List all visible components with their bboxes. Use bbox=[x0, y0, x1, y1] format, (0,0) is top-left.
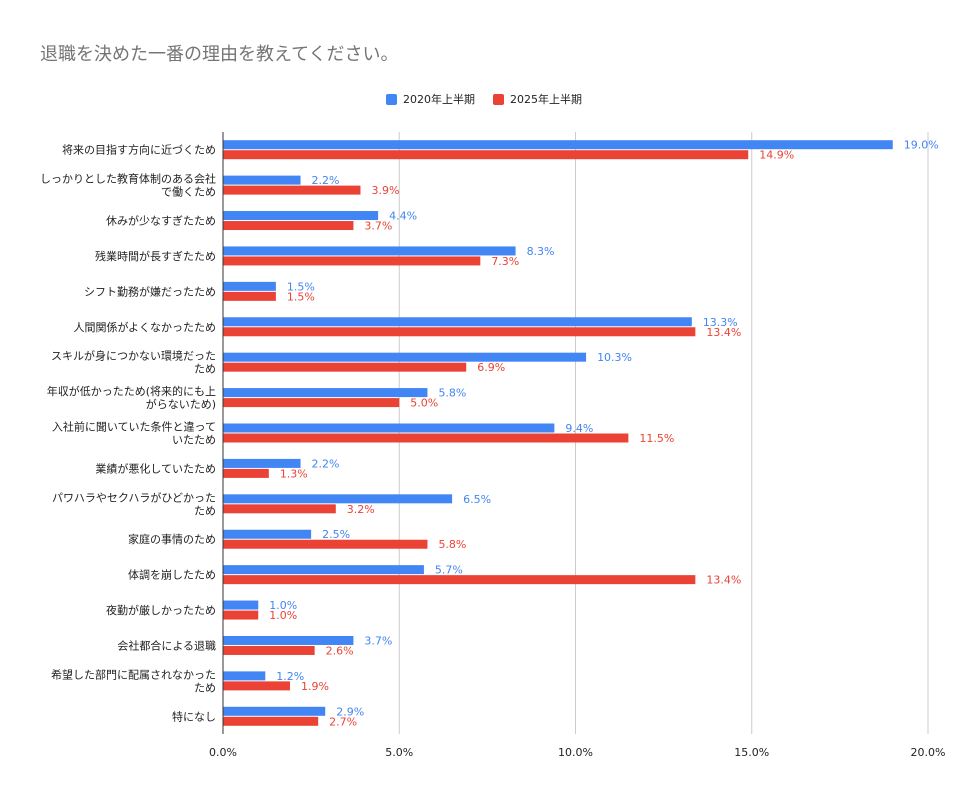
category-label: 業績が悪化していたため bbox=[95, 461, 216, 475]
data-label-series-2: 2.6% bbox=[326, 644, 354, 657]
data-label-series-2: 1.5% bbox=[287, 290, 315, 303]
data-label-series-1: 1.5% bbox=[287, 280, 315, 293]
data-label-series-1: 1.0% bbox=[269, 599, 297, 612]
bar-series-1 bbox=[223, 635, 354, 645]
category-label: パワハラやセクハラがひどかったため bbox=[52, 490, 216, 517]
legend-item-series-2: 2025年上半期 bbox=[493, 91, 582, 107]
bar-series-1 bbox=[223, 388, 428, 398]
category-label: しっかりとした教育体制のある会社で働くため bbox=[40, 172, 216, 199]
bar-series-2 bbox=[223, 468, 269, 478]
category-label: 家庭の事情のため bbox=[128, 532, 216, 546]
data-label-series-2: 3.2% bbox=[347, 503, 375, 516]
bar-series-1 bbox=[223, 175, 301, 185]
data-label-series-2: 5.0% bbox=[410, 397, 438, 410]
x-tick-label: 20.0% bbox=[911, 746, 946, 759]
bar-series-1 bbox=[223, 317, 692, 327]
bar-series-2 bbox=[223, 327, 696, 337]
category-label: 夜勤が厳しかったため bbox=[106, 603, 216, 617]
bar-series-1 bbox=[223, 706, 326, 716]
data-label-series-1: 2.2% bbox=[312, 174, 340, 187]
data-label-series-2: 5.8% bbox=[438, 538, 466, 551]
data-label-series-1: 9.4% bbox=[565, 422, 593, 435]
bar-series-1 bbox=[223, 140, 893, 150]
data-label-series-2: 11.5% bbox=[639, 432, 674, 445]
x-tick-label: 0.0% bbox=[209, 746, 237, 759]
x-tick-label: 10.0% bbox=[558, 746, 593, 759]
bar-series-1 bbox=[223, 671, 266, 681]
bar-series-1 bbox=[223, 423, 555, 433]
bar-series-2 bbox=[223, 716, 319, 726]
category-label: 入社前に聞いていた条件と違っていたため bbox=[52, 420, 216, 447]
category-label: シフト勤務が嫌だったため bbox=[84, 284, 216, 298]
bar-series-1 bbox=[223, 600, 259, 610]
bar-series-2 bbox=[223, 256, 481, 266]
category-label: スキルが身につかない環境だったため bbox=[51, 349, 216, 376]
category-label: 残業時間が長すぎたため bbox=[95, 249, 216, 263]
data-label-series-2: 14.9% bbox=[759, 149, 794, 162]
data-label-series-1: 4.4% bbox=[389, 210, 417, 223]
chart-title: 退職を決めた一番の理由を教えてください。 bbox=[40, 44, 399, 65]
legend-swatch-series-1 bbox=[386, 93, 397, 105]
legend-item-series-1: 2020年上半期 bbox=[386, 91, 475, 107]
data-label-series-1: 5.7% bbox=[435, 564, 463, 577]
bar-series-2 bbox=[223, 504, 336, 514]
bar-series-2 bbox=[223, 645, 315, 655]
bar-series-1 bbox=[223, 211, 379, 221]
bar-series-1 bbox=[223, 494, 453, 504]
bar-series-2 bbox=[223, 221, 354, 231]
category-label: 希望した部門に配属されなかったため bbox=[51, 667, 216, 694]
bar-series-2 bbox=[223, 575, 696, 585]
data-label-series-2: 7.3% bbox=[491, 255, 519, 268]
bar-series-2 bbox=[223, 150, 749, 160]
bar-series-2 bbox=[223, 398, 400, 408]
category-label: 休みが少なすぎたため bbox=[106, 214, 216, 228]
legend-label-series-1: 2020年上半期 bbox=[403, 93, 475, 106]
data-label-series-1: 2.2% bbox=[312, 457, 340, 470]
bar-series-1 bbox=[223, 565, 424, 575]
data-label-series-2: 3.9% bbox=[371, 184, 399, 197]
bar-series-2 bbox=[223, 539, 428, 549]
data-label-series-1: 2.5% bbox=[322, 528, 350, 541]
data-label-series-2: 1.3% bbox=[280, 467, 308, 480]
bar-series-1 bbox=[223, 246, 516, 256]
bar-series-2 bbox=[223, 291, 276, 301]
data-label-series-2: 13.4% bbox=[706, 574, 741, 587]
category-label: 将来の目指す方向に近づくため bbox=[62, 143, 216, 157]
data-label-series-1: 2.9% bbox=[336, 705, 364, 718]
bar-series-1 bbox=[223, 352, 587, 362]
data-label-series-2: 2.7% bbox=[329, 715, 357, 728]
data-label-series-1: 8.3% bbox=[527, 245, 555, 258]
bar-series-2 bbox=[223, 610, 259, 620]
bar-series-1 bbox=[223, 529, 312, 539]
data-label-series-2: 6.9% bbox=[477, 361, 505, 374]
bar-series-1 bbox=[223, 281, 276, 291]
x-tick-label: 15.0% bbox=[734, 746, 769, 759]
bar-series-2 bbox=[223, 681, 290, 691]
data-label-series-1: 10.3% bbox=[597, 351, 632, 364]
data-label-series-2: 13.4% bbox=[706, 326, 741, 339]
bar-series-2 bbox=[223, 185, 361, 195]
data-label-series-2: 3.7% bbox=[364, 220, 392, 233]
category-label: 会社都合による退職 bbox=[117, 638, 216, 652]
bar-series-2 bbox=[223, 362, 467, 372]
category-label: 年収が低かったため(将来的にも上がらないため) bbox=[47, 384, 216, 411]
data-label-series-2: 1.0% bbox=[269, 609, 297, 622]
legend: 2020年上半期 2025年上半期 bbox=[0, 91, 968, 107]
data-label-series-1: 1.2% bbox=[276, 670, 304, 683]
data-label-series-1: 3.7% bbox=[364, 634, 392, 647]
data-label-series-1: 6.5% bbox=[463, 493, 491, 506]
x-tick-label: 5.0% bbox=[385, 746, 413, 759]
category-label: 体調を崩したため bbox=[128, 568, 216, 582]
data-label-series-2: 1.9% bbox=[301, 680, 329, 693]
legend-swatch-series-2 bbox=[493, 93, 504, 105]
bar-series-2 bbox=[223, 433, 629, 443]
data-label-series-1: 13.3% bbox=[703, 316, 738, 329]
category-label: 特になし bbox=[172, 709, 216, 723]
bar-series-1 bbox=[223, 458, 301, 468]
data-label-series-1: 5.8% bbox=[438, 387, 466, 400]
category-label: 人間関係がよくなかったため bbox=[74, 320, 216, 334]
legend-label-series-2: 2025年上半期 bbox=[510, 93, 582, 106]
data-label-series-1: 19.0% bbox=[904, 139, 939, 152]
